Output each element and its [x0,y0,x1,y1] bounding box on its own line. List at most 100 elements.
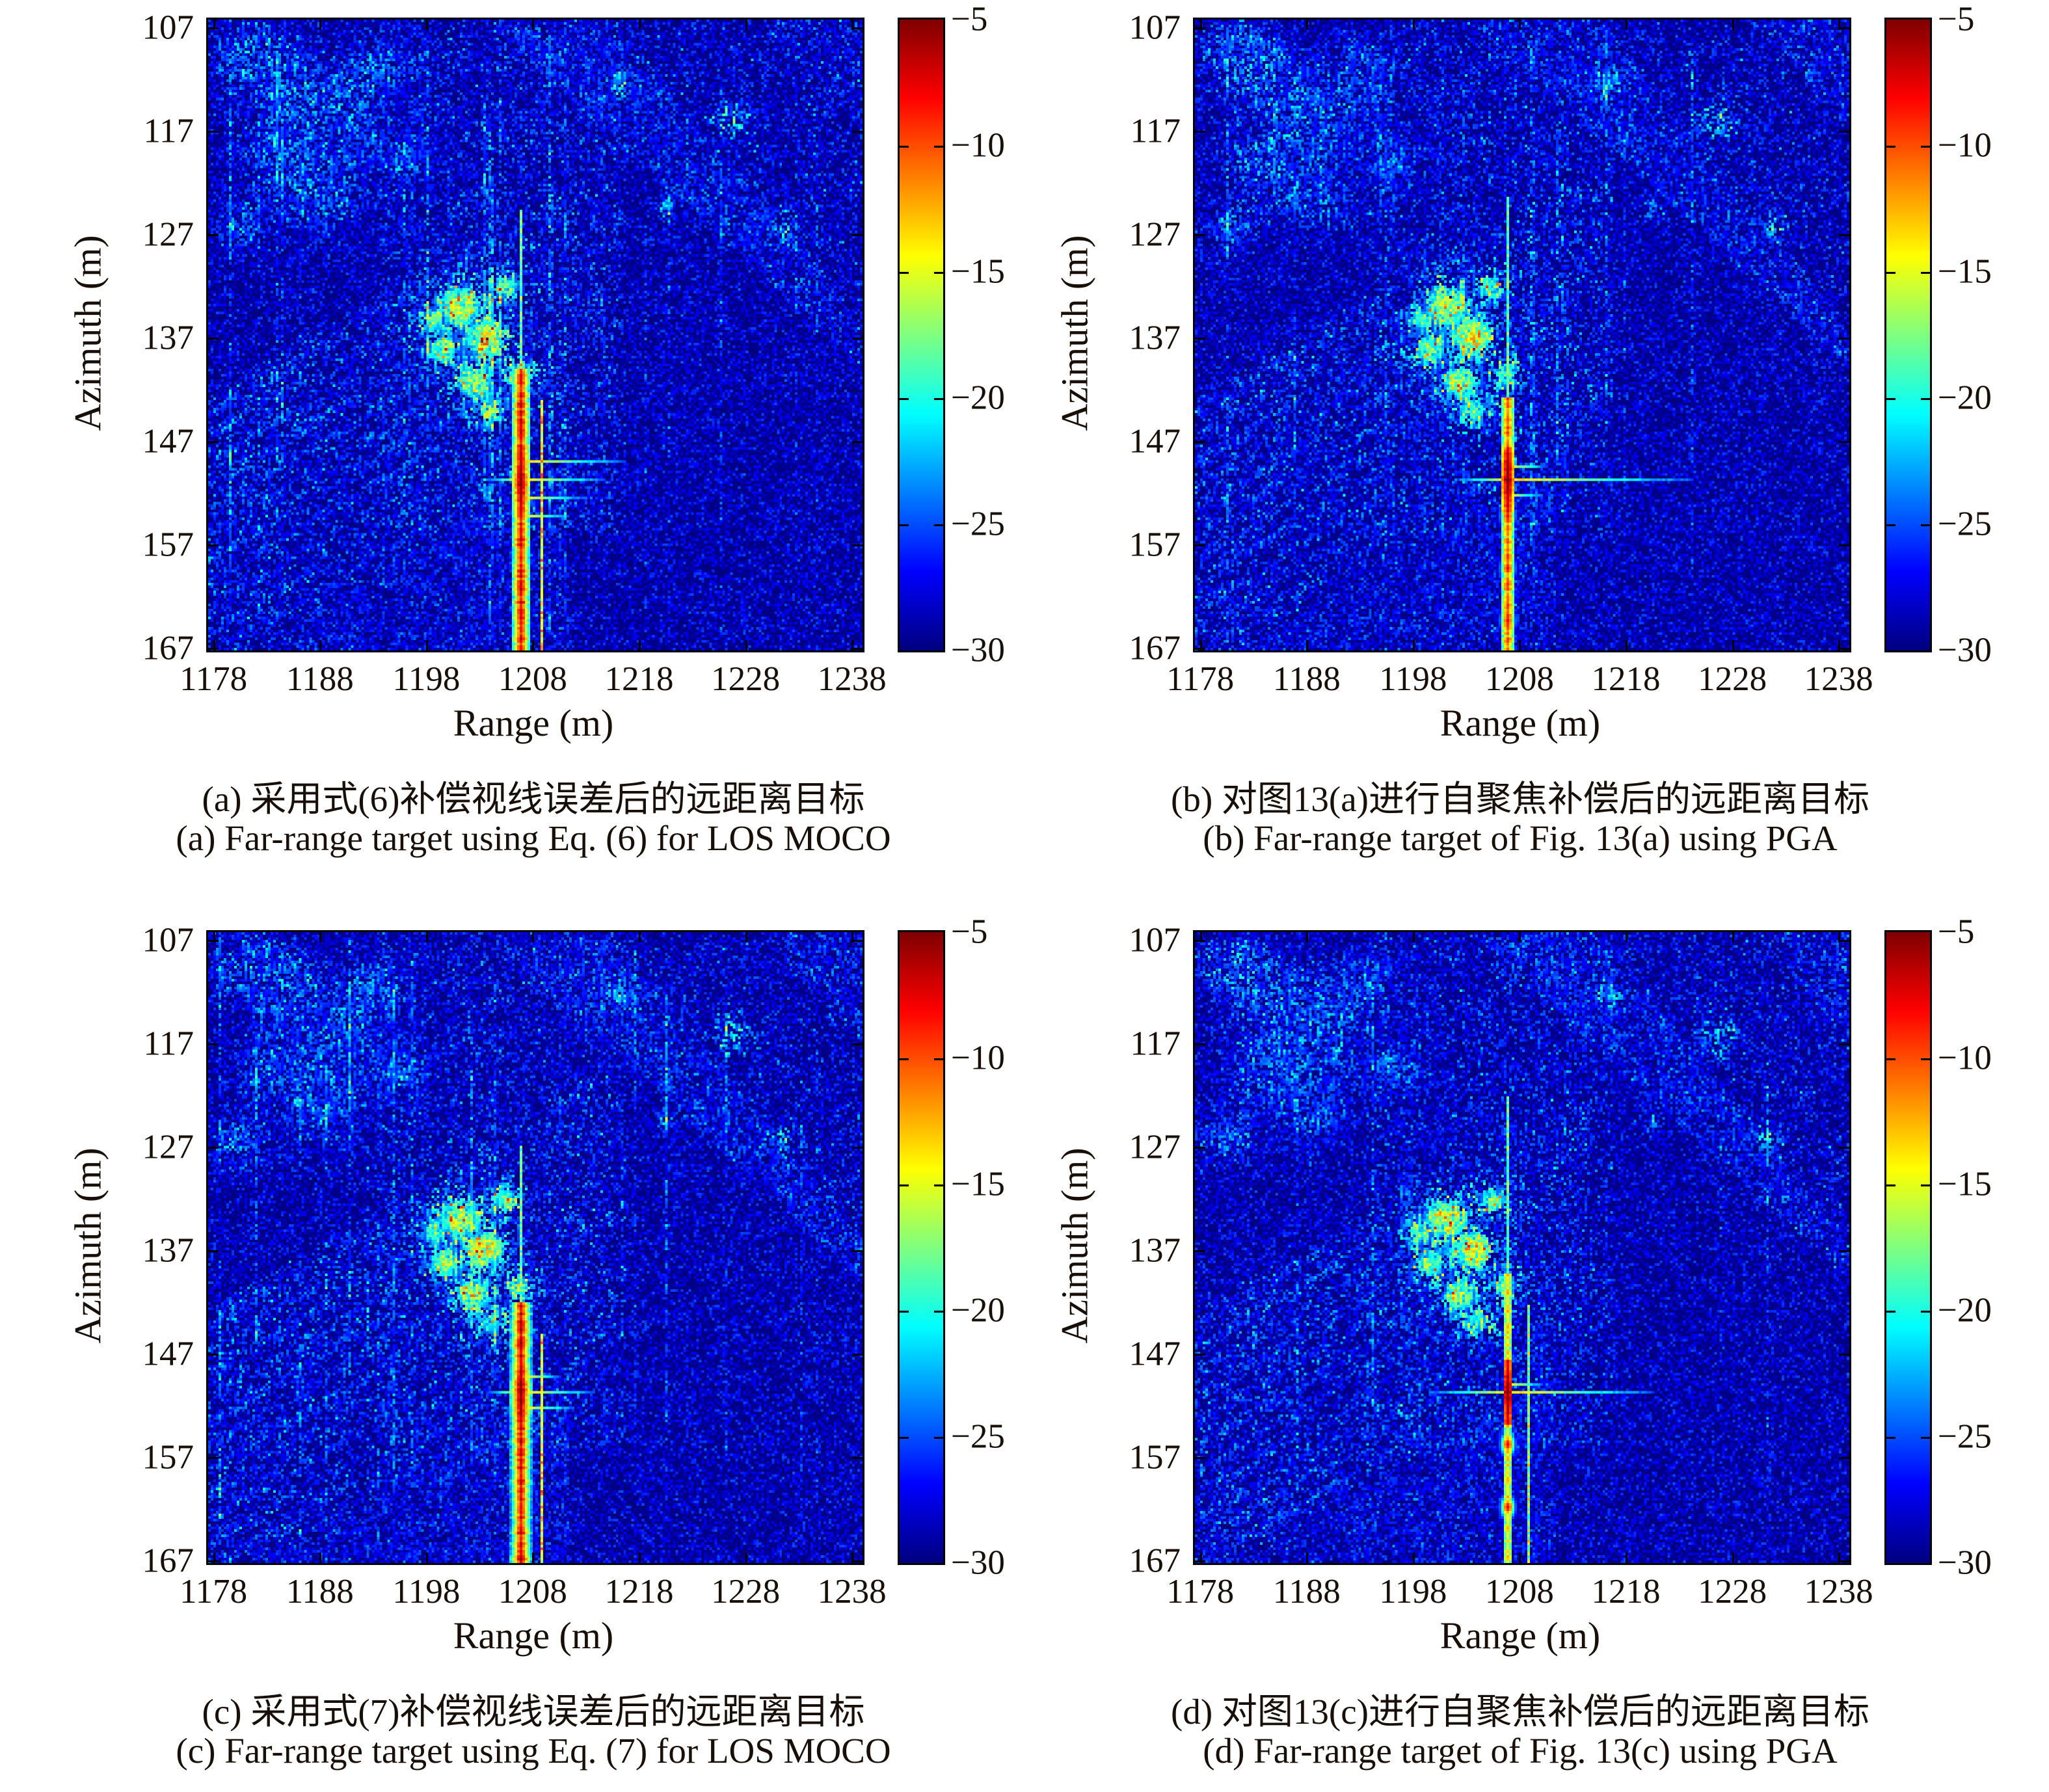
y-tick-label: 127 [1129,1128,1181,1166]
colorbar-tick-label: −10 [1938,1039,1992,1077]
y-tick-label: 127 [142,1128,194,1166]
colorbar-tick-label: −5 [951,0,988,38]
colorbar-tick-label: −5 [1938,913,1975,951]
y-tick-label: 127 [1129,215,1181,254]
tick-mark [213,1553,215,1563]
sar-image-plot [1193,18,1851,652]
tick-mark [1838,1553,1840,1563]
y-tick-label: 137 [1129,319,1181,357]
colorbar-tick-mark [1886,398,1895,400]
tick-mark [852,131,863,133]
colorbar-tick-label: −30 [1938,1544,1992,1582]
tick-mark [426,932,428,943]
colorbar-tick-label: −15 [951,252,1005,291]
caption-chinese: (d) 对图13(c)进行自聚焦补偿后的远距离目标 [1171,1692,1869,1732]
x-tick-label: 1228 [1698,1573,1767,1611]
panel-d: Azimuth (m) 107 117 127 137 147 157 167 1178 11… [987,913,1992,1792]
tick-mark [852,1457,863,1459]
colorbar-tick-label: −20 [951,379,1005,417]
tick-mark [851,20,853,30]
x-tick-label: 1218 [604,660,674,698]
tick-mark [1413,932,1415,943]
tick-mark [532,20,534,30]
colorbar-tick-mark [1886,1184,1895,1186]
tick-mark [851,932,853,943]
y-tick-label: 117 [143,1024,194,1063]
caption-english: (d) Far-range target of Fig. 13(c) using… [1203,1731,1838,1771]
y-tick-label: 157 [1129,526,1181,564]
colorbar-tick-mark [900,1437,909,1439]
colorbar-tick-mark [1921,398,1930,400]
x-tick-label: 1198 [1379,660,1447,698]
tick-mark [213,640,215,650]
tick-mark [1626,1553,1627,1563]
tick-mark [319,1553,321,1563]
colorbar-tick-label: −25 [1938,1417,1992,1456]
tick-mark [208,1457,219,1459]
tick-mark [852,234,863,236]
sar-heatmap-canvas [208,20,863,650]
tick-mark [426,640,428,650]
tick-mark [1519,932,1521,943]
tick-mark [1839,648,1849,650]
colorbar-tick-mark [934,1437,943,1439]
x-tick-label: 1238 [1804,1573,1873,1611]
colorbar-tick-mark [1921,272,1930,274]
tick-mark [1195,648,1205,650]
colorbar-tick-mark [1921,1311,1930,1313]
y-tick-label: 167 [142,1542,194,1580]
colorbar-tick-mark [934,146,943,148]
sar-image-plot [206,930,864,1565]
tick-mark [208,234,219,236]
sar-heatmap-canvas [208,932,863,1563]
tick-mark [1839,940,1849,942]
tick-mark [1839,1250,1849,1252]
colorbar-tick-label: −30 [951,631,1005,669]
tick-mark [1838,932,1840,943]
x-tick-label: 1198 [392,1573,461,1611]
panel-c: Azimuth (m) 107 117 127 137 147 157 167 1178 11… [0,913,1005,1792]
tick-mark [852,940,863,942]
tick-mark [208,1560,219,1562]
tick-mark [1200,20,1202,30]
x-axis-title: Range (m) [453,702,614,744]
tick-mark [639,20,641,30]
tick-mark [208,1250,219,1252]
tick-mark [1195,1147,1205,1149]
tick-mark [208,648,219,650]
tick-mark [1306,640,1308,650]
x-tick-label: 1188 [286,660,354,698]
tick-mark [852,27,863,29]
tick-mark [1839,1560,1849,1562]
caption-english: (a) Far-range target using Eq. (6) for L… [176,818,891,858]
colorbar-tick-mark [1921,146,1930,148]
colorbar-tick-mark [934,1311,943,1313]
tick-mark [1519,20,1521,30]
tick-mark [208,27,219,29]
x-tick-label: 1228 [1698,660,1767,698]
x-tick-label: 1208 [498,1573,567,1611]
tick-mark [1839,131,1849,133]
sar-image-plot [1193,930,1851,1565]
colorbar-tick-mark [934,1184,943,1186]
colorbar [898,18,945,652]
y-tick-label: 137 [1129,1231,1181,1270]
colorbar-tick-label: −15 [1938,1165,1992,1203]
tick-mark [1732,640,1734,650]
colorbar-tick-mark [1921,524,1930,526]
x-tick-label: 1198 [1379,1573,1447,1611]
x-tick-label: 1208 [1484,1573,1554,1611]
colorbar-tick-label: −20 [1938,1291,1992,1330]
caption-chinese: (c) 采用式(7)补偿视线误差后的远距离目标 [202,1692,865,1732]
tick-mark [208,441,219,443]
y-tick-label: 167 [1129,1542,1181,1580]
x-tick-label: 1188 [1272,660,1341,698]
x-tick-label: 1238 [817,660,887,698]
x-tick-label: 1178 [1166,1573,1235,1611]
tick-mark [1200,932,1202,943]
y-tick-label: 147 [1129,1335,1181,1373]
tick-mark [1839,27,1849,29]
tick-mark [426,20,428,30]
colorbar-tick-label: −25 [951,1417,1005,1456]
colorbar-tick-mark [1886,524,1895,526]
